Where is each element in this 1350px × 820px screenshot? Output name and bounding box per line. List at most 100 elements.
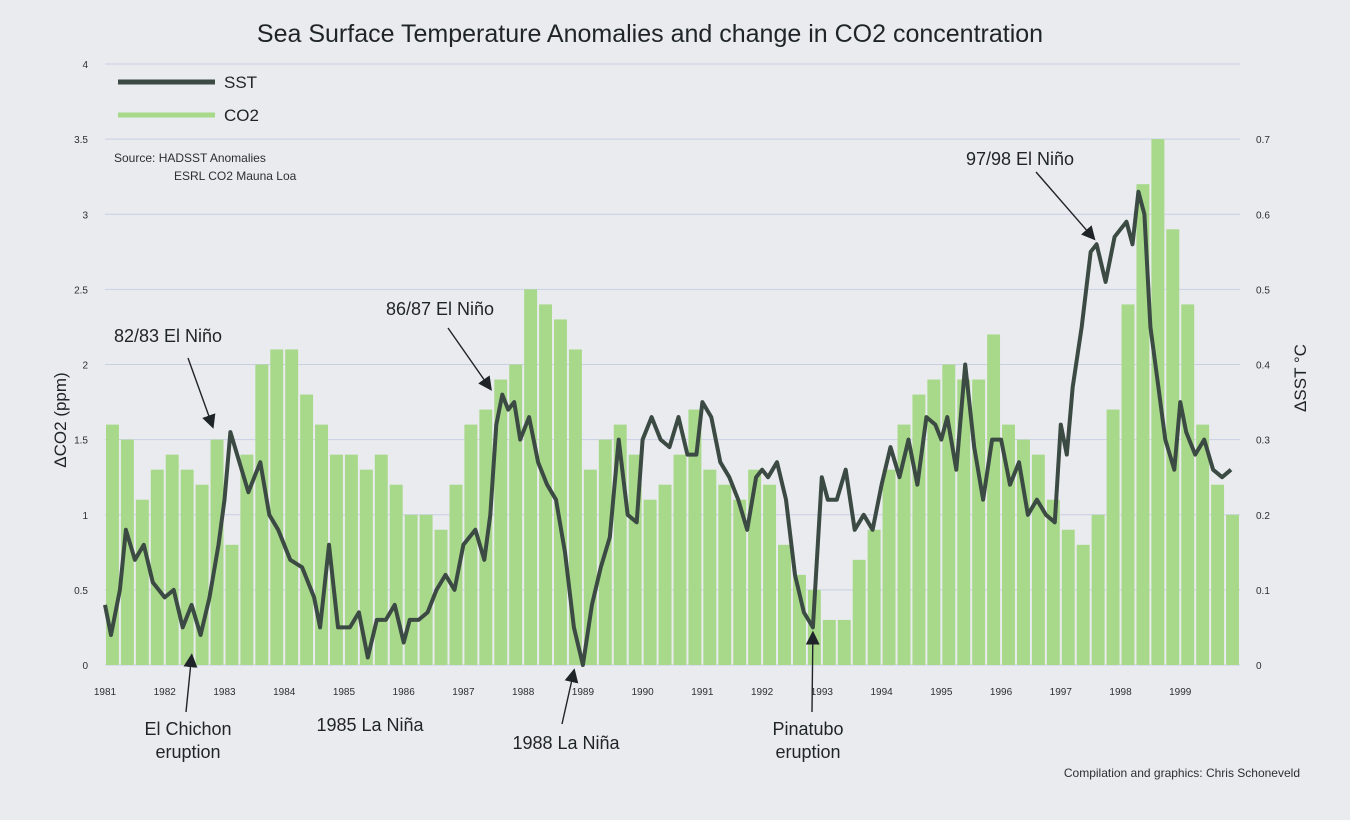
annotation-arrow	[561, 668, 579, 725]
co2-bar	[120, 439, 134, 665]
co2-bar	[554, 319, 567, 665]
co2-bar	[494, 379, 508, 665]
annotation-text: Pinatubo	[772, 719, 843, 739]
co2-bar	[135, 499, 149, 665]
x-tick-label: 1985	[333, 687, 356, 698]
co2-bar	[673, 454, 687, 665]
co2-bar	[972, 379, 986, 665]
annotation-text: El Chichon	[144, 719, 231, 739]
co2-bar	[1031, 454, 1045, 665]
co2-bar	[240, 454, 254, 665]
x-tick-label: 1984	[273, 687, 296, 698]
annotation-text: 97/98 El Niño	[966, 149, 1074, 169]
annotation-text: eruption	[155, 742, 220, 762]
annotation: 1988 La Niña	[512, 668, 621, 753]
annotation-text: 82/83 El Niño	[114, 326, 222, 346]
co2-bar	[583, 469, 597, 665]
y-left-tick-label: 0	[82, 661, 88, 672]
source-line-2: ESRL CO2 Mauna Loa	[174, 169, 297, 183]
annotation-arrow	[183, 653, 198, 713]
annotation-text: 1988 La Niña	[512, 733, 620, 753]
co2-bar	[359, 469, 373, 665]
co2-bar	[1226, 514, 1239, 665]
annotation-text: 1985 La Niña	[316, 715, 424, 735]
annotation-arrow	[187, 357, 216, 429]
x-tick-label: 1989	[572, 687, 595, 698]
annotation: El Chichon eruption	[144, 653, 232, 762]
co2-bar	[763, 484, 777, 665]
co2-bar	[568, 349, 582, 665]
annotation: 97/98 El Niño	[966, 149, 1096, 241]
co2-bar	[374, 454, 388, 665]
y-right-tick-label: 0.5	[1256, 285, 1270, 296]
legend: SST CO2	[118, 73, 259, 125]
co2-bar	[150, 469, 164, 665]
credit-text: Compilation and graphics: Chris Schoneve…	[1064, 766, 1300, 780]
x-tick-label: 1993	[811, 687, 834, 698]
co2-bar	[1121, 304, 1135, 665]
co2-bar	[852, 559, 866, 665]
y-left-tick-label: 3	[82, 210, 88, 221]
co2-bar	[270, 349, 284, 665]
co2-bar	[822, 619, 836, 665]
co2-bar	[987, 334, 1001, 665]
annotation: 86/87 El Niño	[386, 299, 494, 391]
legend-label-co2: CO2	[224, 106, 259, 125]
co2-bar	[1151, 139, 1165, 665]
co2-bar	[1046, 499, 1060, 665]
x-tick-label: 1996	[990, 687, 1013, 698]
co2-bar	[882, 469, 896, 665]
x-tick-label: 1992	[751, 687, 774, 698]
co2-bar	[1091, 514, 1105, 665]
x-tick-label: 1981	[94, 687, 117, 698]
co2-bar	[837, 619, 851, 665]
x-tick-label: 1997	[1050, 687, 1073, 698]
co2-bar	[643, 499, 657, 665]
x-tick-label: 1987	[452, 687, 475, 698]
annotation-text: 86/87 El Niño	[386, 299, 494, 319]
y-left-tick-label: 2.5	[74, 285, 88, 296]
co2-bar	[927, 379, 941, 665]
y-right-tick-label: 0.6	[1256, 210, 1270, 221]
annotation-arrow	[447, 327, 492, 391]
co2-bar	[315, 424, 329, 665]
annotation-arrow	[1035, 171, 1096, 241]
annotation-arrow	[805, 630, 820, 713]
co2-bar	[792, 574, 806, 665]
x-tick-label: 1986	[393, 687, 416, 698]
annotations: 82/83 El Niño 86/87 El Niño 97/98 El Niño E…	[114, 149, 1096, 762]
y-left-tick-label: 0.5	[74, 586, 88, 597]
co2-bar	[1196, 424, 1210, 665]
co2-bar	[524, 289, 538, 665]
annotation-text: eruption	[775, 742, 840, 762]
co2-bar	[897, 424, 911, 665]
co2-bar	[180, 469, 194, 665]
co2-bar	[464, 424, 478, 665]
co2-bar	[1211, 484, 1225, 665]
x-tick-label: 1990	[632, 687, 655, 698]
legend-label-sst: SST	[224, 73, 257, 92]
source-line-1: Source: HADSST Anomalies	[114, 151, 266, 165]
co2-bar	[300, 394, 314, 665]
axis-ticks: 0 0.5 1 1.5 2 2.5 3 3.5 4 0 0.1 0.2 0.3 0.4 0.5 0.6 0.7 1…	[74, 60, 1270, 698]
x-tick-label: 1999	[1169, 687, 1192, 698]
annotation: Pinatubo eruption	[772, 630, 844, 762]
co2-bar	[419, 514, 433, 665]
x-tick-label: 1982	[154, 687, 177, 698]
co2-bar	[748, 469, 762, 665]
co2-bar	[1076, 544, 1090, 665]
co2-bar	[1166, 229, 1180, 665]
sst-line	[103, 189, 1233, 667]
y-axis-right-label: ΔSST °C	[1291, 344, 1310, 412]
y-left-tick-label: 1.5	[74, 436, 88, 447]
co2-bar	[195, 484, 209, 665]
co2-bar	[778, 544, 791, 665]
co2-bar	[434, 529, 448, 665]
y-right-tick-label: 0.2	[1256, 511, 1270, 522]
co2-bar	[733, 499, 747, 665]
y-right-tick-label: 0.4	[1256, 361, 1270, 372]
y-axis-left-label: ΔCO2 (ppm)	[51, 372, 70, 467]
co2-bar	[867, 529, 881, 665]
co2-bar	[718, 484, 732, 665]
